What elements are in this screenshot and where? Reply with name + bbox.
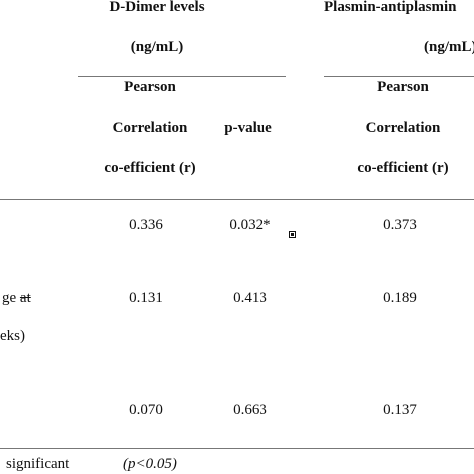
row1-ddimer-r: 0.336 <box>129 217 163 233</box>
row1-pap-r: 0.373 <box>383 217 417 233</box>
selection-handle-icon <box>289 231 296 238</box>
row2-label-part2: at <box>19 290 31 306</box>
row3-ddimer-p: 0.663 <box>233 402 267 418</box>
footnote-significant: significant <box>6 456 70 472</box>
ddimer-pearson-line3: co-efficient (r) <box>104 160 196 176</box>
row2-ddimer-p: 0.413 <box>233 290 267 306</box>
pap-header-unit: (ng/mL) <box>424 39 474 55</box>
row2-pap-r: 0.189 <box>383 290 417 306</box>
pap-pearson-line3: co-efficient (r) <box>357 160 449 176</box>
ddimer-pvalue-header: p-value <box>224 120 272 136</box>
header-bottom-rule <box>0 199 474 200</box>
ddimer-header-title: D-Dimer levels <box>109 0 205 15</box>
table-bottom-rule <box>0 448 474 449</box>
ddimer-header-unit: (ng/mL) <box>130 39 184 55</box>
ddimer-pearson-line1: Pearson <box>124 79 176 95</box>
ddimer-header-rule <box>78 76 286 77</box>
pap-pearson-line1: Pearson <box>377 79 429 95</box>
pap-header-rule <box>324 76 474 77</box>
pap-header-title: Plasmin-antiplasmin <box>324 0 457 15</box>
row2-label-part1: ge <box>2 290 20 306</box>
footnote-threshold: (p<0.05) <box>123 456 177 472</box>
row2-ddimer-r: 0.131 <box>129 290 163 306</box>
ddimer-pearson-line2: Correlation <box>112 120 188 136</box>
row3-ddimer-r: 0.070 <box>129 402 163 418</box>
row2-label-line2: eks) <box>0 328 25 344</box>
row2-label-line1: ge at <box>2 289 31 307</box>
pap-pearson-line2: Correlation <box>365 120 441 136</box>
row3-pap-r: 0.137 <box>383 402 417 418</box>
row1-ddimer-p: 0.032* <box>229 217 271 233</box>
